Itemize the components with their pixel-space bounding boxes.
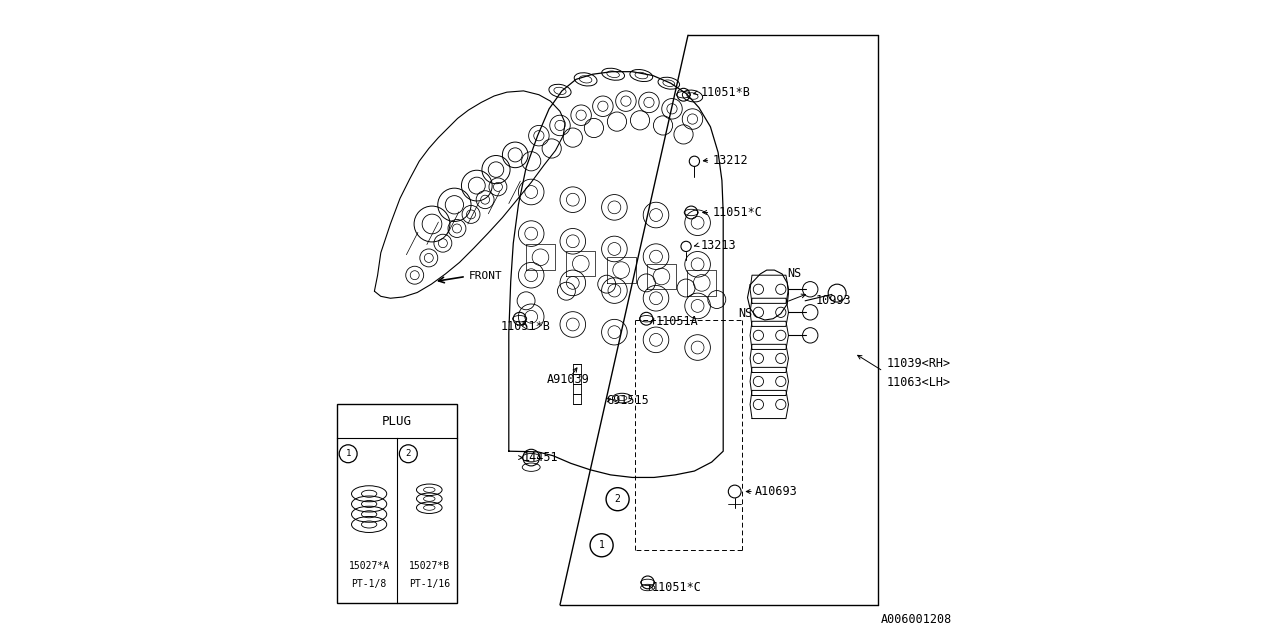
Text: 11039<RH>: 11039<RH> (886, 357, 951, 370)
Text: PLUG: PLUG (381, 415, 412, 428)
Text: NS: NS (787, 268, 801, 280)
Bar (337, 404, 457, 603)
Text: G91515: G91515 (607, 394, 649, 406)
Text: 11063<LH>: 11063<LH> (886, 376, 951, 389)
Text: PT-1/16: PT-1/16 (408, 579, 449, 589)
Text: 11051*C: 11051*C (652, 581, 701, 594)
Text: 13212: 13212 (713, 154, 749, 166)
Text: 15027*B: 15027*B (408, 561, 449, 571)
Text: 15027*A: 15027*A (348, 561, 389, 571)
Text: A10693: A10693 (755, 485, 797, 498)
Text: 1: 1 (599, 540, 604, 550)
Text: 2: 2 (406, 449, 411, 458)
Text: 1: 1 (346, 449, 351, 458)
Text: A91039: A91039 (547, 373, 589, 386)
Text: A006001208: A006001208 (881, 613, 952, 626)
Text: 11051*B: 11051*B (502, 320, 550, 333)
Text: 13213: 13213 (700, 239, 736, 252)
Text: 10993: 10993 (815, 294, 851, 307)
Text: 2: 2 (614, 494, 621, 504)
Text: FRONT: FRONT (468, 271, 502, 282)
Text: NS: NS (739, 307, 753, 320)
Text: 11051A: 11051A (655, 315, 698, 328)
Text: 14451: 14451 (522, 451, 558, 464)
Text: PT-1/8: PT-1/8 (352, 579, 387, 589)
Text: 11051*C: 11051*C (713, 206, 763, 219)
Text: 11051*B: 11051*B (700, 86, 750, 99)
